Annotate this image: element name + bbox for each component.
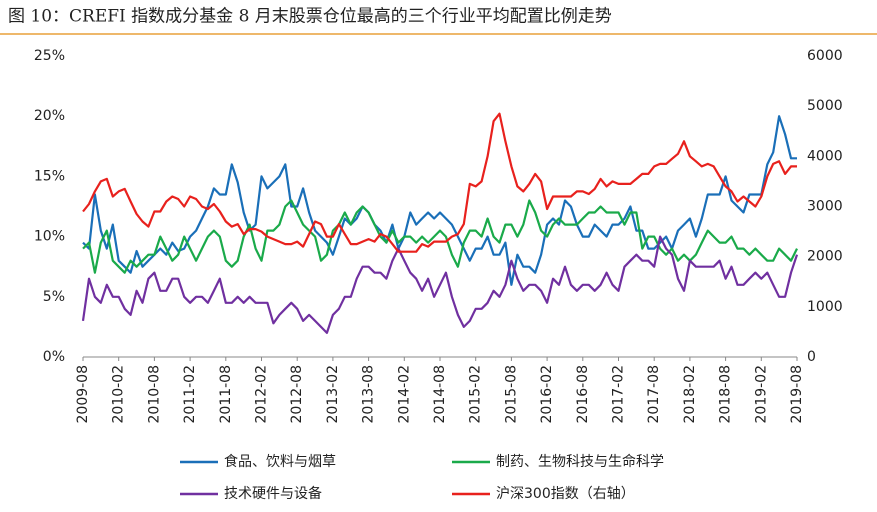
x-tick-label: 2010-02 <box>111 365 127 424</box>
legend-label: 制药、生物科技与生命科学 <box>496 453 664 470</box>
x-tick-label: 2014-08 <box>432 365 448 424</box>
x-tick-label: 2018-08 <box>718 365 734 424</box>
y2-tick-label: 1000 <box>807 299 843 315</box>
y-tick-label: 20% <box>34 108 65 124</box>
y-tick-label: 5% <box>43 289 65 305</box>
y2-tick-label: 4000 <box>807 148 843 164</box>
x-tick-label: 2015-08 <box>503 365 519 424</box>
x-tick-label: 2018-02 <box>682 365 698 424</box>
x-tick-label: 2009-08 <box>75 365 91 424</box>
x-tick-label: 2013-02 <box>325 365 341 424</box>
y-tick-label: 25% <box>34 48 65 64</box>
legend-label: 食品、饮料与烟草 <box>224 453 336 470</box>
x-tick-label: 2019-08 <box>789 365 805 424</box>
y-tick-label: 0% <box>43 349 65 365</box>
y-tick-label: 15% <box>34 168 65 184</box>
series-line <box>82 115 797 286</box>
x-tick-label: 2015-02 <box>468 365 484 424</box>
x-tick-label: 2012-02 <box>254 365 270 424</box>
y2-tick-label: 5000 <box>807 98 843 114</box>
legend-label: 技术硬件与设备 <box>224 485 322 502</box>
y2-tick-label: 6000 <box>807 48 843 64</box>
y2-tick-label: 2000 <box>807 249 843 265</box>
y2-tick-label: 3000 <box>807 199 843 215</box>
x-tick-label: 2013-08 <box>361 365 377 424</box>
y-tick-label: 10% <box>34 229 65 245</box>
series-line <box>82 112 797 253</box>
series-line <box>81 235 799 334</box>
x-tick-label: 2012-08 <box>289 365 305 424</box>
y2-tick-label: 0 <box>807 349 816 365</box>
x-tick-label: 2011-08 <box>218 365 234 424</box>
x-tick-label: 2014-02 <box>396 365 412 424</box>
x-tick-label: 2017-02 <box>611 365 627 424</box>
x-tick-label: 2017-08 <box>646 365 662 424</box>
chart-title: 图 10：CREFI 指数成分基金 8 月末股票仓位最高的三个行业平均配置比例走… <box>8 7 612 27</box>
series-line <box>82 199 798 274</box>
x-tick-label: 2011-02 <box>182 365 198 424</box>
x-tick-label: 2010-08 <box>146 365 162 424</box>
legend-label: 沪深300指数（右轴） <box>496 486 635 502</box>
x-tick-label: 2016-08 <box>575 365 591 424</box>
x-tick-label: 2019-02 <box>753 365 769 424</box>
x-tick-label: 2016-02 <box>539 365 555 424</box>
